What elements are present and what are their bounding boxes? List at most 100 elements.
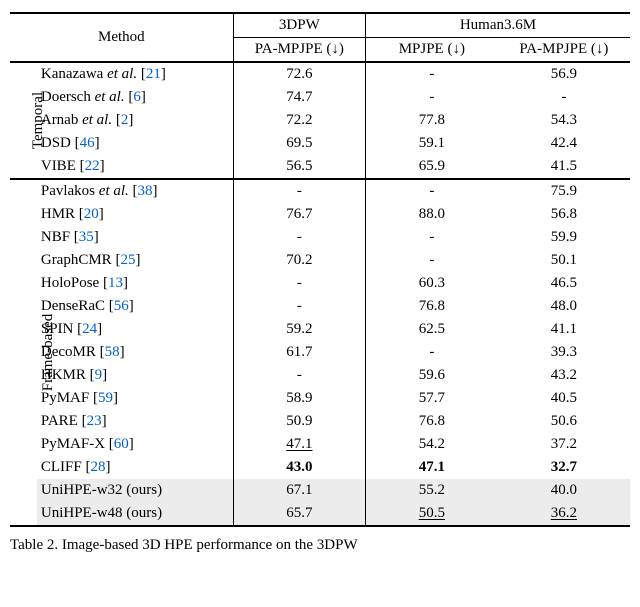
group-frame-label: Frame-based	[40, 314, 57, 391]
caption-text: Image-based 3D HPE performance on the 3D…	[58, 537, 358, 553]
cell: 46.5	[498, 272, 630, 295]
cell: 65.9	[365, 155, 497, 179]
cell: 56.8	[498, 203, 630, 226]
citation: 28	[90, 459, 105, 475]
citation: 59	[98, 390, 113, 406]
cell: 40.5	[498, 387, 630, 410]
cell: 74.7	[233, 86, 365, 109]
cell: 58.9	[233, 387, 365, 410]
citation: 9	[95, 367, 103, 383]
group-frame-based: Frame-based	[10, 179, 37, 526]
cell: -	[365, 179, 497, 203]
cell: 61.7	[233, 341, 365, 364]
cell: -	[365, 226, 497, 249]
header-h36m-mpjpe: MPJPE (↓)	[365, 38, 497, 63]
cell: 43.0	[233, 456, 365, 479]
row-method: HKMR [9]	[37, 364, 233, 387]
caption-label: Table 2.	[10, 537, 58, 553]
row-method: PARE [23]	[37, 410, 233, 433]
cell: -	[498, 86, 630, 109]
cell: -	[233, 179, 365, 203]
cell: 56.9	[498, 62, 630, 86]
cell: 76.7	[233, 203, 365, 226]
cell: 60.3	[365, 272, 497, 295]
header-h36m: Human3.6M	[365, 13, 630, 38]
row-method: UniHPE-w48 (ours)	[37, 502, 233, 526]
cell: -	[365, 86, 497, 109]
cell: -	[233, 226, 365, 249]
cell: -	[365, 341, 497, 364]
cell: 43.2	[498, 364, 630, 387]
header-h36m-pampjpe: PA-MPJPE (↓)	[498, 38, 630, 63]
row-method: DenseRaC [56]	[37, 295, 233, 318]
citation: 58	[105, 344, 120, 360]
citation: 25	[120, 252, 135, 268]
row-method: DSD [46]	[37, 132, 233, 155]
citation: 35	[79, 229, 94, 245]
header-method: Method	[10, 13, 233, 62]
row-method: UniHPE-w32 (ours)	[37, 479, 233, 502]
citation: 6	[133, 89, 141, 105]
cell: 50.9	[233, 410, 365, 433]
cell: 88.0	[365, 203, 497, 226]
cell: 37.2	[498, 433, 630, 456]
cell: 47.1	[233, 433, 365, 456]
row-method: PyMAF [59]	[37, 387, 233, 410]
cell: 54.2	[365, 433, 497, 456]
group-temporal-label: Temporal	[30, 92, 47, 149]
row-method: PyMAF-X [60]	[37, 433, 233, 456]
row-method: NBF [35]	[37, 226, 233, 249]
citation: 13	[108, 275, 123, 291]
cell: 67.1	[233, 479, 365, 502]
citation: 56	[114, 298, 129, 314]
cell: 55.2	[365, 479, 497, 502]
cell: 32.7	[498, 456, 630, 479]
cell: 47.1	[365, 456, 497, 479]
row-method: CLIFF [28]	[37, 456, 233, 479]
cell: 72.6	[233, 62, 365, 86]
cell: 72.2	[233, 109, 365, 132]
cell: 56.5	[233, 155, 365, 179]
cell: 76.8	[365, 295, 497, 318]
row-method: GraphCMR [25]	[37, 249, 233, 272]
cell: 69.5	[233, 132, 365, 155]
row-method: HoloPose [13]	[37, 272, 233, 295]
cell: 59.2	[233, 318, 365, 341]
cell: 50.1	[498, 249, 630, 272]
citation: 21	[146, 66, 161, 82]
cell: 50.5	[365, 502, 497, 526]
cell: 59.9	[498, 226, 630, 249]
row-method: Pavlakos et al. [38]	[37, 179, 233, 203]
cell: -	[233, 364, 365, 387]
cell: 70.2	[233, 249, 365, 272]
cell: 41.5	[498, 155, 630, 179]
cell: 76.8	[365, 410, 497, 433]
cell: 65.7	[233, 502, 365, 526]
cell: 54.3	[498, 109, 630, 132]
cell: 77.8	[365, 109, 497, 132]
cell: 59.1	[365, 132, 497, 155]
row-method: Kanazawa et al. [21]	[37, 62, 233, 86]
cell: -	[365, 249, 497, 272]
row-method: VIBE [22]	[37, 155, 233, 179]
cell: 36.2	[498, 502, 630, 526]
row-method: Doersch et al. [6]	[37, 86, 233, 109]
cell: 48.0	[498, 295, 630, 318]
citation: 22	[85, 158, 100, 174]
header-3dpw-pampjpe: PA-MPJPE (↓)	[233, 38, 365, 63]
header-3dpw: 3DPW	[233, 13, 365, 38]
cell: 75.9	[498, 179, 630, 203]
citation: 23	[87, 413, 102, 429]
row-method: DecoMR [58]	[37, 341, 233, 364]
citation: 38	[138, 183, 153, 199]
results-table: Method 3DPW Human3.6M PA-MPJPE (↓) MPJPE…	[10, 12, 630, 527]
cell: 62.5	[365, 318, 497, 341]
cell: 40.0	[498, 479, 630, 502]
citation: 24	[82, 321, 97, 337]
cell: 57.7	[365, 387, 497, 410]
row-method: Arnab et al. [2]	[37, 109, 233, 132]
cell: -	[233, 272, 365, 295]
cell: -	[233, 295, 365, 318]
cell: 42.4	[498, 132, 630, 155]
table-caption: Table 2. Image-based 3D HPE performance …	[10, 537, 630, 554]
